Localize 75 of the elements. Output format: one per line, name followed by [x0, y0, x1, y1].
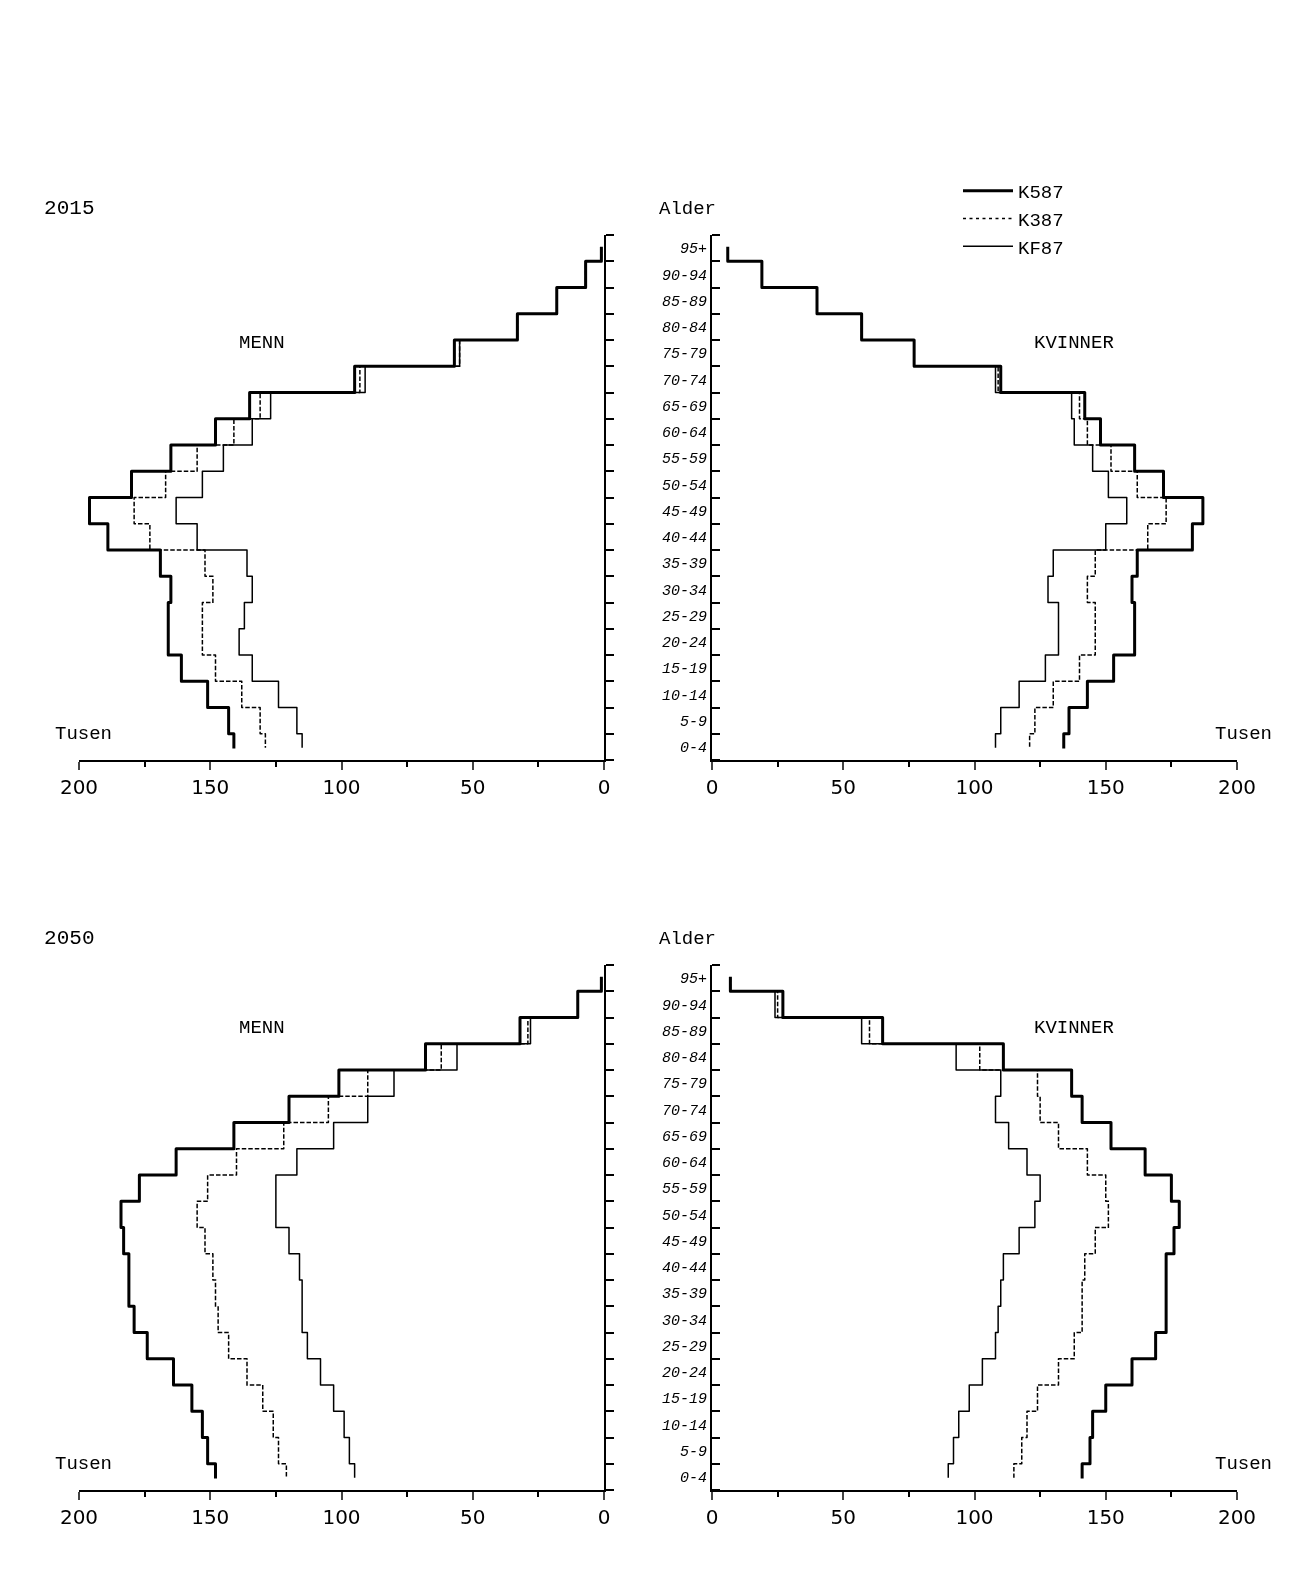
- chart-title: 2050: [44, 926, 95, 950]
- y-tick-label: 75-79: [661, 346, 707, 364]
- x-tick-label: 100: [955, 775, 994, 799]
- x-tick-label: 50: [830, 775, 856, 799]
- annotation: MENN: [239, 1017, 285, 1039]
- y-tick-label: 70-74: [661, 372, 707, 390]
- x-tick-label: 100: [322, 1505, 361, 1529]
- y-tick-label: 90-94: [661, 997, 707, 1015]
- y-tick-label: 40-44: [661, 530, 707, 548]
- x-tick-label: 150: [191, 775, 230, 799]
- legend-label: K387: [1018, 209, 1064, 232]
- annotation: KVINNER: [1034, 332, 1114, 354]
- y-tick-label: 45-49: [661, 503, 707, 521]
- y-tick-label: 70-74: [661, 1102, 707, 1120]
- x-tick-label: 200: [1217, 1505, 1257, 1529]
- x-tick-label: 150: [1086, 775, 1125, 799]
- y-tick-label: 80-84: [661, 320, 707, 338]
- y-tick-label: 30-34: [661, 1312, 707, 1330]
- y-tick-label: 80-84: [661, 1050, 707, 1068]
- x-tick-label: 0: [705, 1505, 719, 1529]
- y-tick-label: 15-19: [661, 1391, 707, 1409]
- x-tick-label: 200: [1217, 775, 1257, 799]
- x-tick-label: 100: [322, 775, 361, 799]
- y-tick-label: 40-44: [661, 1260, 707, 1278]
- y-tick-label: 95+: [679, 971, 707, 989]
- y-tick-label: 85-89: [661, 293, 707, 311]
- y-tick-label: 50-54: [661, 477, 707, 495]
- y-tick-label: 20-24: [661, 635, 707, 653]
- x-tick-label: 0: [597, 775, 611, 799]
- legend-label: K587: [1018, 182, 1064, 205]
- y-tick-label: 10-14: [661, 1417, 707, 1435]
- y-axis-title: Alder: [659, 198, 717, 220]
- y-tick-label: 55-59: [661, 1181, 707, 1199]
- x-axis-title: Tusen: [1215, 723, 1273, 745]
- x-tick-label: 200: [59, 775, 99, 799]
- x-axis-title: Tusen: [55, 1453, 113, 1475]
- y-tick-label: 5-9: [679, 1443, 707, 1461]
- y-axis-title: Alder: [659, 928, 717, 950]
- y-tick-label: 55-59: [661, 451, 707, 469]
- y-tick-label: 95+: [679, 241, 707, 259]
- y-tick-label: 0-4: [679, 1470, 707, 1488]
- y-tick-label: 60-64: [661, 425, 707, 443]
- x-axis-title: Tusen: [1215, 1453, 1273, 1475]
- x-tick-label: 100: [955, 1505, 994, 1529]
- annotation: KVINNER: [1034, 1017, 1114, 1039]
- x-tick-label: 150: [191, 1505, 230, 1529]
- y-tick-label: 35-39: [661, 556, 707, 574]
- y-tick-label: 25-29: [661, 1338, 707, 1356]
- x-tick-label: 0: [705, 775, 719, 799]
- y-tick-label: 90-94: [661, 267, 707, 285]
- y-tick-label: 75-79: [661, 1076, 707, 1094]
- y-tick-label: 50-54: [661, 1207, 707, 1225]
- x-tick-label: 0: [597, 1505, 611, 1529]
- y-tick-label: 0-4: [679, 740, 707, 758]
- y-tick-label: 45-49: [661, 1233, 707, 1251]
- x-tick-label: 50: [460, 1505, 486, 1529]
- y-tick-label: 5-9: [679, 713, 707, 731]
- x-axis-title: Tusen: [55, 723, 113, 745]
- annotation: MENN: [239, 332, 285, 354]
- y-tick-label: 65-69: [661, 398, 707, 416]
- y-tick-label: 15-19: [661, 661, 707, 679]
- x-tick-label: 50: [460, 775, 486, 799]
- legend-label: KF87: [1018, 237, 1064, 260]
- y-tick-label: 85-89: [661, 1023, 707, 1041]
- x-tick-label: 50: [830, 1505, 856, 1529]
- x-tick-label: 150: [1086, 1505, 1125, 1529]
- y-tick-label: 25-29: [661, 608, 707, 626]
- y-tick-label: 35-39: [661, 1286, 707, 1304]
- y-tick-label: 20-24: [661, 1365, 707, 1383]
- x-tick-label: 200: [59, 1505, 99, 1529]
- y-tick-label: 65-69: [661, 1128, 707, 1146]
- chart-title: 2015: [44, 196, 95, 220]
- y-tick-label: 10-14: [661, 687, 707, 705]
- y-tick-label: 60-64: [661, 1155, 707, 1173]
- y-tick-label: 30-34: [661, 582, 707, 600]
